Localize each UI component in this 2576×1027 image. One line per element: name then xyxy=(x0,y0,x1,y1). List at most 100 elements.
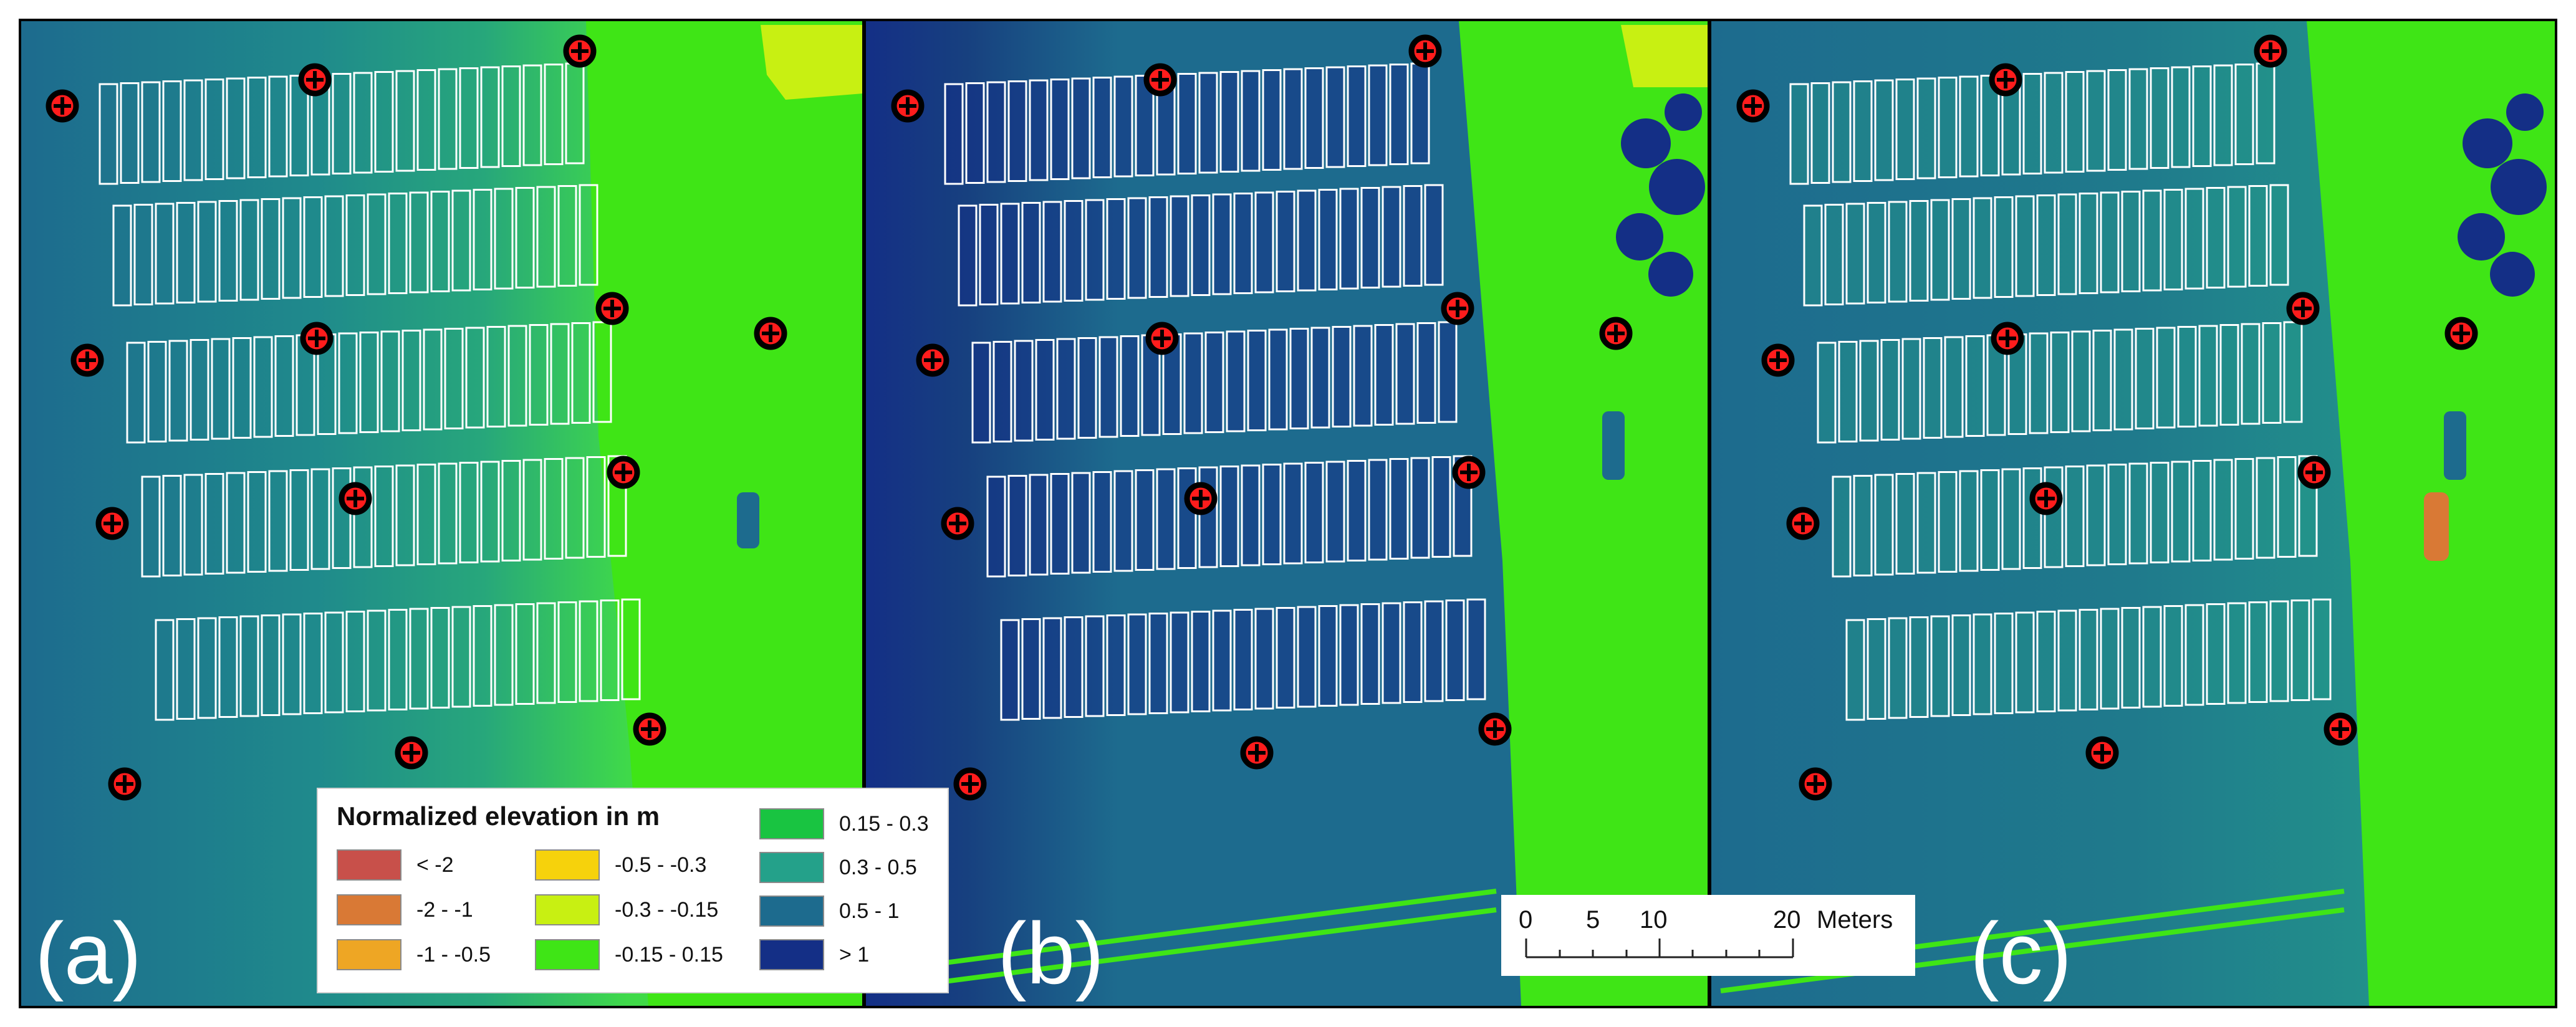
solar-panel xyxy=(1888,201,1908,303)
solar-panel xyxy=(2121,607,2141,709)
solar-panel xyxy=(465,327,485,429)
solar-panel xyxy=(2277,456,2297,558)
panel-a-markers xyxy=(46,34,787,801)
ground-control-marker xyxy=(2444,317,2478,350)
solar-panel xyxy=(1106,198,1126,300)
solar-panel xyxy=(1959,470,1979,572)
solar-panel xyxy=(239,615,259,717)
ground-control-marker xyxy=(953,767,987,801)
panel-c-markers xyxy=(1736,34,2478,801)
legend-entry: 0.15 - 0.3 xyxy=(759,808,929,840)
solar-panel xyxy=(261,198,281,300)
solar-panel xyxy=(1050,473,1070,575)
solar-panel xyxy=(388,193,408,294)
solar-panel xyxy=(1410,457,1430,559)
solar-panel xyxy=(459,462,479,563)
ground-control-marker xyxy=(108,767,142,801)
solar-panel xyxy=(1360,187,1380,289)
panel-row xyxy=(99,62,585,185)
solar-panel xyxy=(1368,64,1388,166)
solar-panel xyxy=(1938,471,1958,573)
solar-panel xyxy=(544,64,564,165)
solar-panel xyxy=(1247,330,1267,431)
solar-panel xyxy=(126,342,146,444)
solar-panel xyxy=(147,341,167,442)
panel-row xyxy=(1803,184,2289,307)
scale-tick-label-10: 10 xyxy=(1640,906,1668,934)
solar-panel xyxy=(1021,202,1041,303)
solar-panel xyxy=(536,602,556,704)
solar-panel xyxy=(1212,193,1232,295)
solar-panel xyxy=(1994,613,2014,714)
solar-panel xyxy=(1233,193,1253,294)
solar-panel xyxy=(507,325,527,427)
solar-panel xyxy=(2256,457,2276,559)
solar-panel xyxy=(2113,328,2133,431)
solar-panel xyxy=(2100,608,2120,710)
ground-control-marker xyxy=(70,343,104,377)
solar-panel xyxy=(1106,614,1126,716)
solar-panel xyxy=(1289,328,1309,429)
solar-panel xyxy=(409,608,429,710)
ground-control-marker xyxy=(46,89,79,123)
solar-panel xyxy=(274,335,294,437)
solar-panel xyxy=(2001,468,2021,570)
ground-control-marker xyxy=(1799,767,1832,801)
solar-panel xyxy=(2065,466,2085,567)
panel-b-trees xyxy=(1616,93,1705,297)
solar-panel xyxy=(1297,606,1317,708)
solar-panel xyxy=(1909,200,1929,302)
solar-panel xyxy=(1064,616,1084,718)
panel-b-panel-rows xyxy=(944,62,1486,721)
solar-panel xyxy=(1283,462,1303,565)
solar-panel xyxy=(1909,616,1929,718)
panel-row xyxy=(971,321,1458,444)
solar-panel xyxy=(1789,83,1809,185)
solar-panel xyxy=(1268,328,1288,431)
solar-panel xyxy=(1021,618,1041,720)
solar-panel xyxy=(1007,80,1027,182)
solar-panel xyxy=(2206,187,2226,289)
panel-b xyxy=(865,21,1708,1006)
solar-panel xyxy=(1127,197,1147,299)
solar-panel xyxy=(1859,340,1879,442)
panel-row xyxy=(958,184,1444,307)
solar-panel xyxy=(1014,340,1034,442)
solar-panel xyxy=(2248,601,2268,703)
solar-panel xyxy=(99,83,118,185)
solar-panel xyxy=(1226,330,1246,432)
solar-panel xyxy=(353,466,373,568)
solar-panel xyxy=(409,191,429,294)
solar-panel xyxy=(338,332,358,434)
solar-panel xyxy=(1874,79,1894,181)
solar-panel xyxy=(1000,619,1020,721)
solar-panel xyxy=(2107,464,2127,565)
solar-panel xyxy=(2036,611,2056,712)
solar-panel xyxy=(2079,609,2098,710)
solar-panel xyxy=(345,611,365,712)
solar-panel xyxy=(2184,604,2204,706)
solar-panel xyxy=(261,614,281,716)
solar-panel xyxy=(1973,613,1992,715)
solar-panel xyxy=(430,607,450,709)
solar-panel xyxy=(374,71,394,173)
legend-swatch xyxy=(759,939,824,970)
solar-panel xyxy=(557,185,577,287)
solar-panel xyxy=(1916,472,1936,574)
legend-title: Normalized elevation in m xyxy=(337,801,660,831)
solar-panel xyxy=(282,613,302,715)
solar-panel xyxy=(2142,189,2162,292)
solar-panel xyxy=(1867,202,1886,303)
solar-panel xyxy=(247,471,267,573)
solar-panel xyxy=(232,337,252,439)
solar-panel xyxy=(1283,68,1303,170)
solar-panel xyxy=(486,326,506,428)
solar-panel xyxy=(1339,188,1359,290)
solar-panel xyxy=(2029,332,2049,434)
solar-panel xyxy=(473,605,493,707)
solar-panel xyxy=(253,336,273,438)
solar-panel xyxy=(1310,327,1330,429)
ground-control-marker xyxy=(595,292,629,325)
solar-panel xyxy=(211,338,231,440)
solar-panel xyxy=(310,468,330,570)
